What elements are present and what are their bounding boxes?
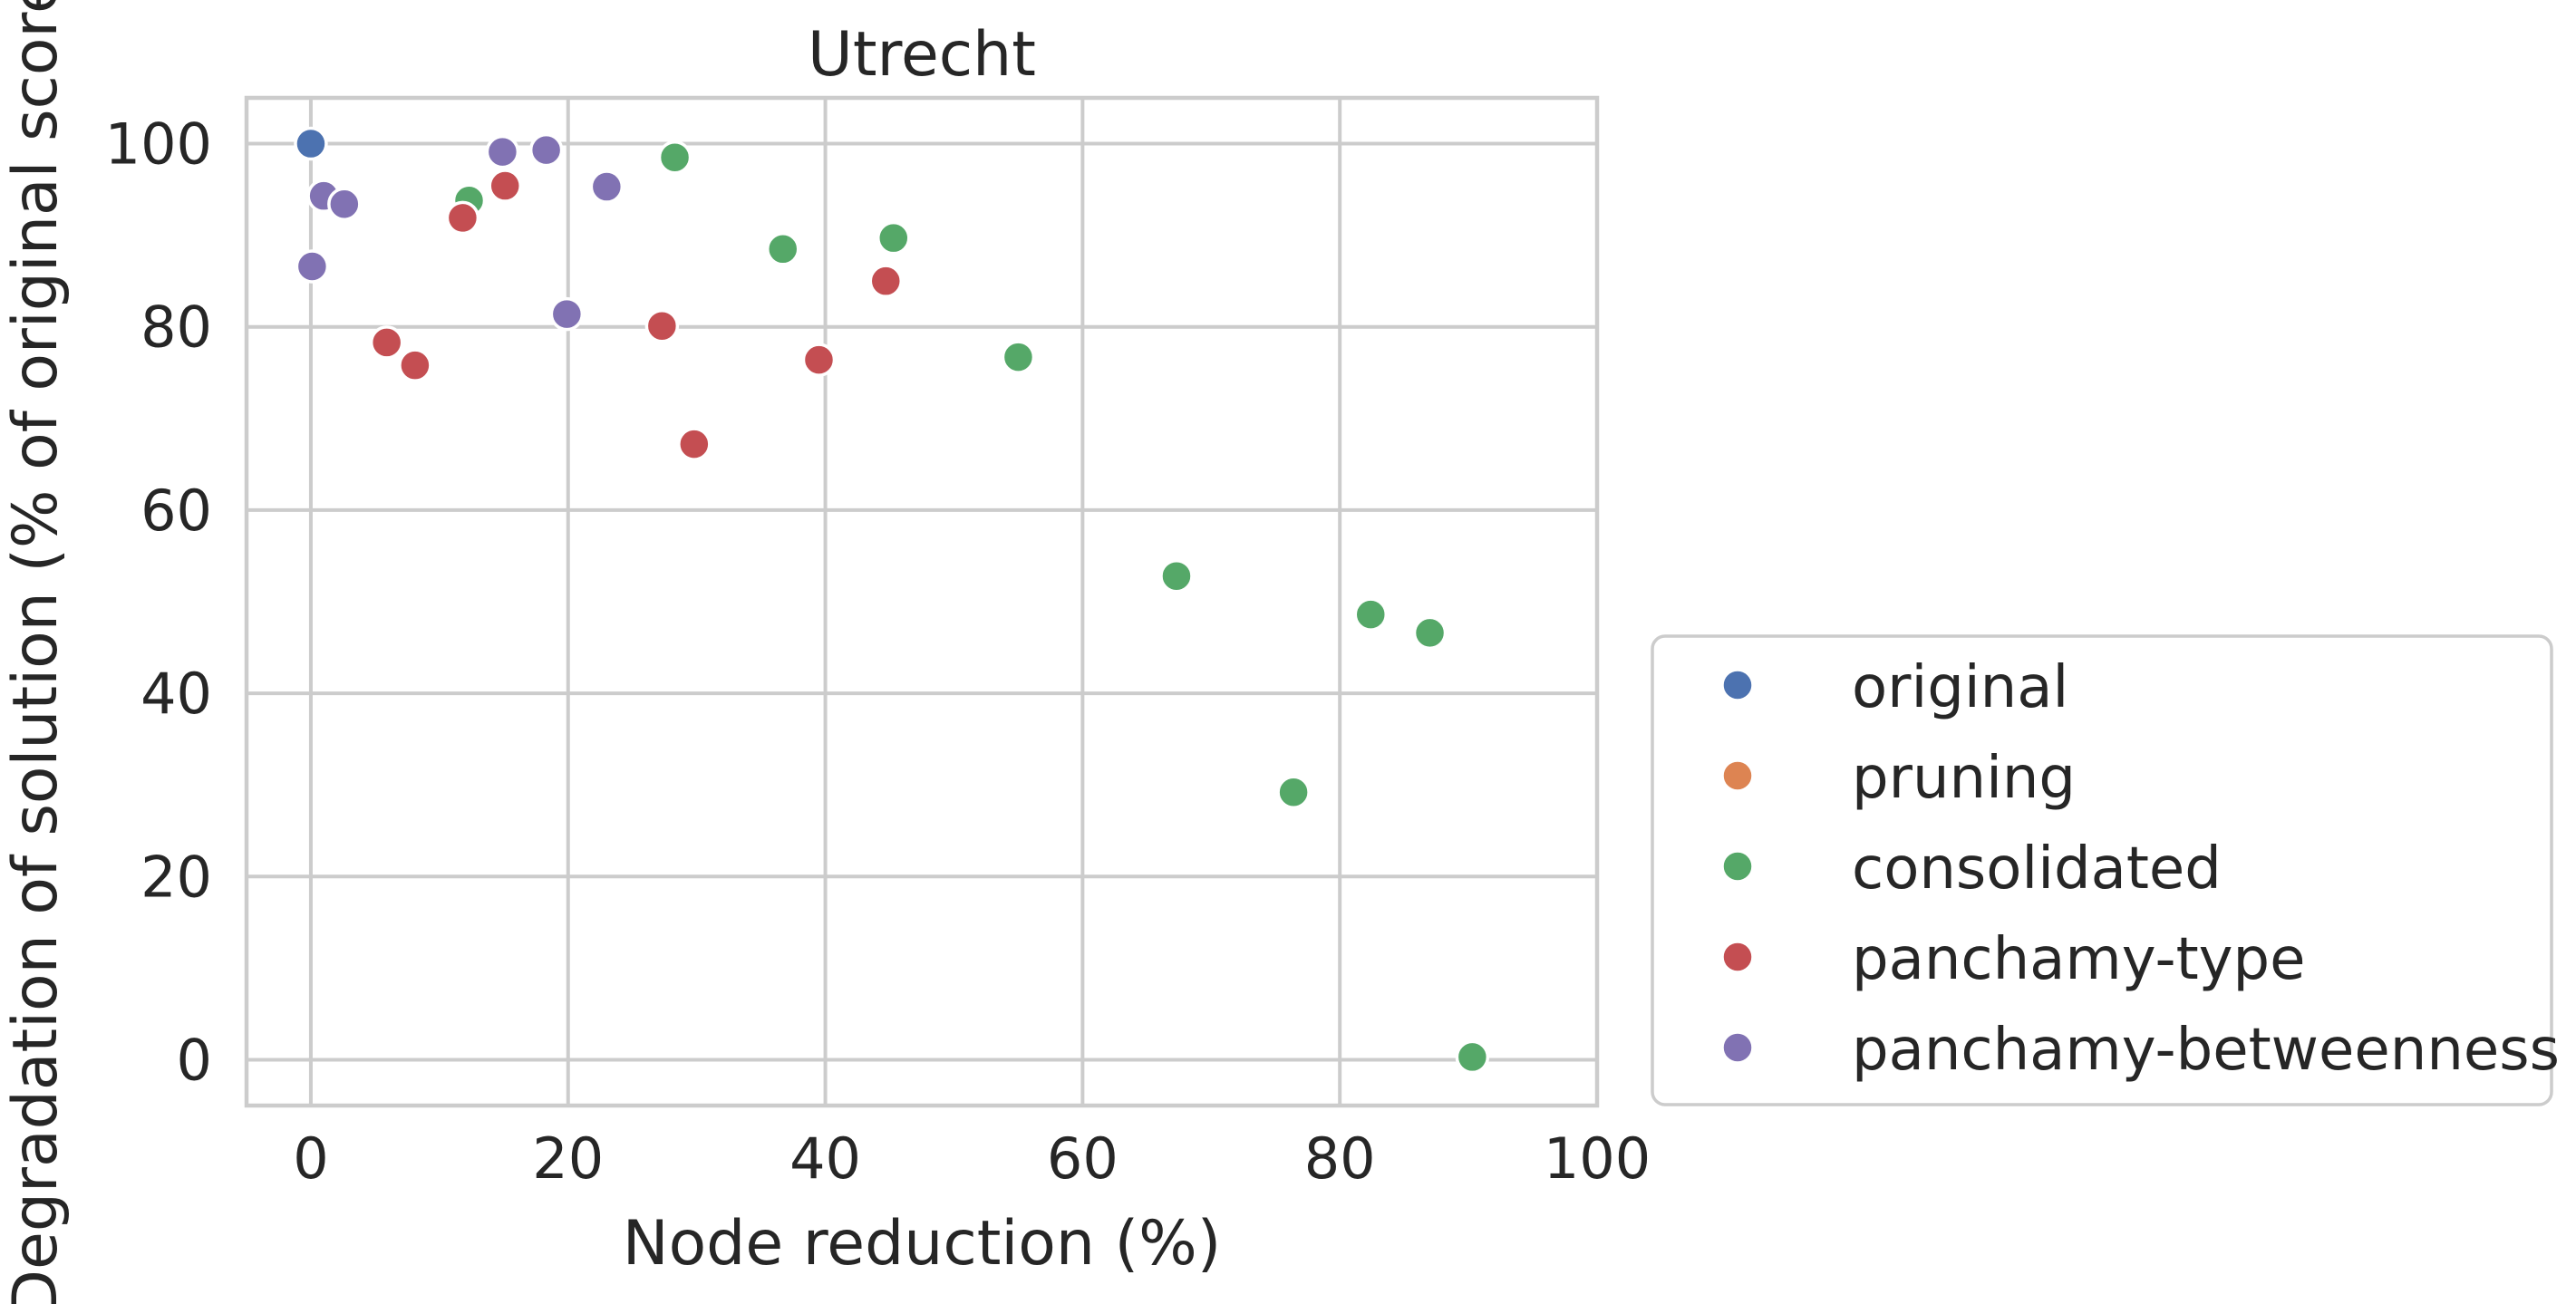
data-point-panchamy-type (445, 200, 480, 236)
data-point-panchamy-type (801, 343, 837, 377)
y-tick-label: 80 (140, 295, 212, 361)
legend: original pruning consolidated panchamy-type… (1651, 634, 2560, 1106)
tick-labels: 0 20 40 60 80 100 0 20 40 60 80 100 (105, 111, 1651, 1192)
chart-title: Utrecht (808, 19, 1036, 91)
x-tick-label: 100 (1544, 1125, 1651, 1192)
legend-marker-consolidated (1720, 849, 1755, 884)
data-points (294, 126, 1490, 1075)
legend-label: consolidated (1852, 836, 2222, 903)
data-point-consolidated (1455, 1039, 1490, 1075)
data-point-panchamy-type (398, 348, 432, 382)
data-point-panchamy-betweenness (549, 296, 585, 332)
x-tick-label: 20 (532, 1125, 604, 1192)
legend-label: panchamy-betweenness (1852, 1017, 2560, 1084)
y-axis-title-group: Degradation of solution (% of original s… (0, 0, 72, 1304)
legend-label: pruning (1852, 745, 2076, 812)
x-tick-label: 40 (789, 1125, 861, 1192)
data-point-panchamy-type (868, 264, 904, 298)
data-point-consolidated (1353, 597, 1388, 632)
legend-marker-pruning (1720, 758, 1755, 793)
data-point-consolidated (765, 232, 800, 266)
x-tick-label: 80 (1304, 1125, 1376, 1192)
legend-marker-panchamy-betweenness (1720, 1030, 1755, 1065)
data-point-consolidated (1276, 775, 1311, 810)
data-point-consolidated (1001, 340, 1036, 374)
data-point-consolidated (876, 220, 911, 256)
data-point-panchamy-betweenness (528, 132, 564, 168)
y-tick-label: 0 (177, 1027, 212, 1093)
data-point-consolidated (1159, 558, 1194, 594)
legend-items: original pruning consolidated panchamy-type… (1720, 654, 2560, 1084)
y-tick-label: 60 (140, 478, 212, 544)
data-point-original (294, 126, 328, 161)
data-point-panchamy-betweenness (327, 187, 362, 222)
y-tick-label: 100 (105, 111, 212, 178)
legend-label: original (1852, 654, 2068, 721)
data-point-panchamy-betweenness (295, 249, 330, 284)
data-point-panchamy-type (369, 325, 404, 360)
y-axis-title: Degradation of solution (% of original s… (0, 0, 72, 1304)
y-tick-label: 40 (140, 661, 212, 727)
data-point-panchamy-type (644, 308, 680, 343)
legend-frame (1651, 634, 2553, 1106)
grid-lines (247, 98, 1599, 1106)
y-tick-label: 20 (140, 844, 212, 910)
data-point-consolidated (1412, 615, 1448, 651)
data-point-consolidated (657, 140, 692, 175)
plot-area (244, 95, 1600, 1108)
legend-marker-panchamy-type (1720, 940, 1755, 974)
legend-marker-original (1720, 668, 1755, 702)
x-axis-title: Node reduction (%) (623, 1208, 1222, 1280)
x-tick-label: 60 (1047, 1125, 1119, 1192)
x-tick-label: 0 (293, 1125, 328, 1192)
data-point-panchamy-type (488, 169, 522, 203)
data-point-panchamy-betweenness (589, 169, 625, 204)
data-point-panchamy-type (677, 427, 712, 461)
data-point-panchamy-betweenness (485, 134, 520, 169)
legend-label: panchamy-type (1852, 926, 2306, 993)
